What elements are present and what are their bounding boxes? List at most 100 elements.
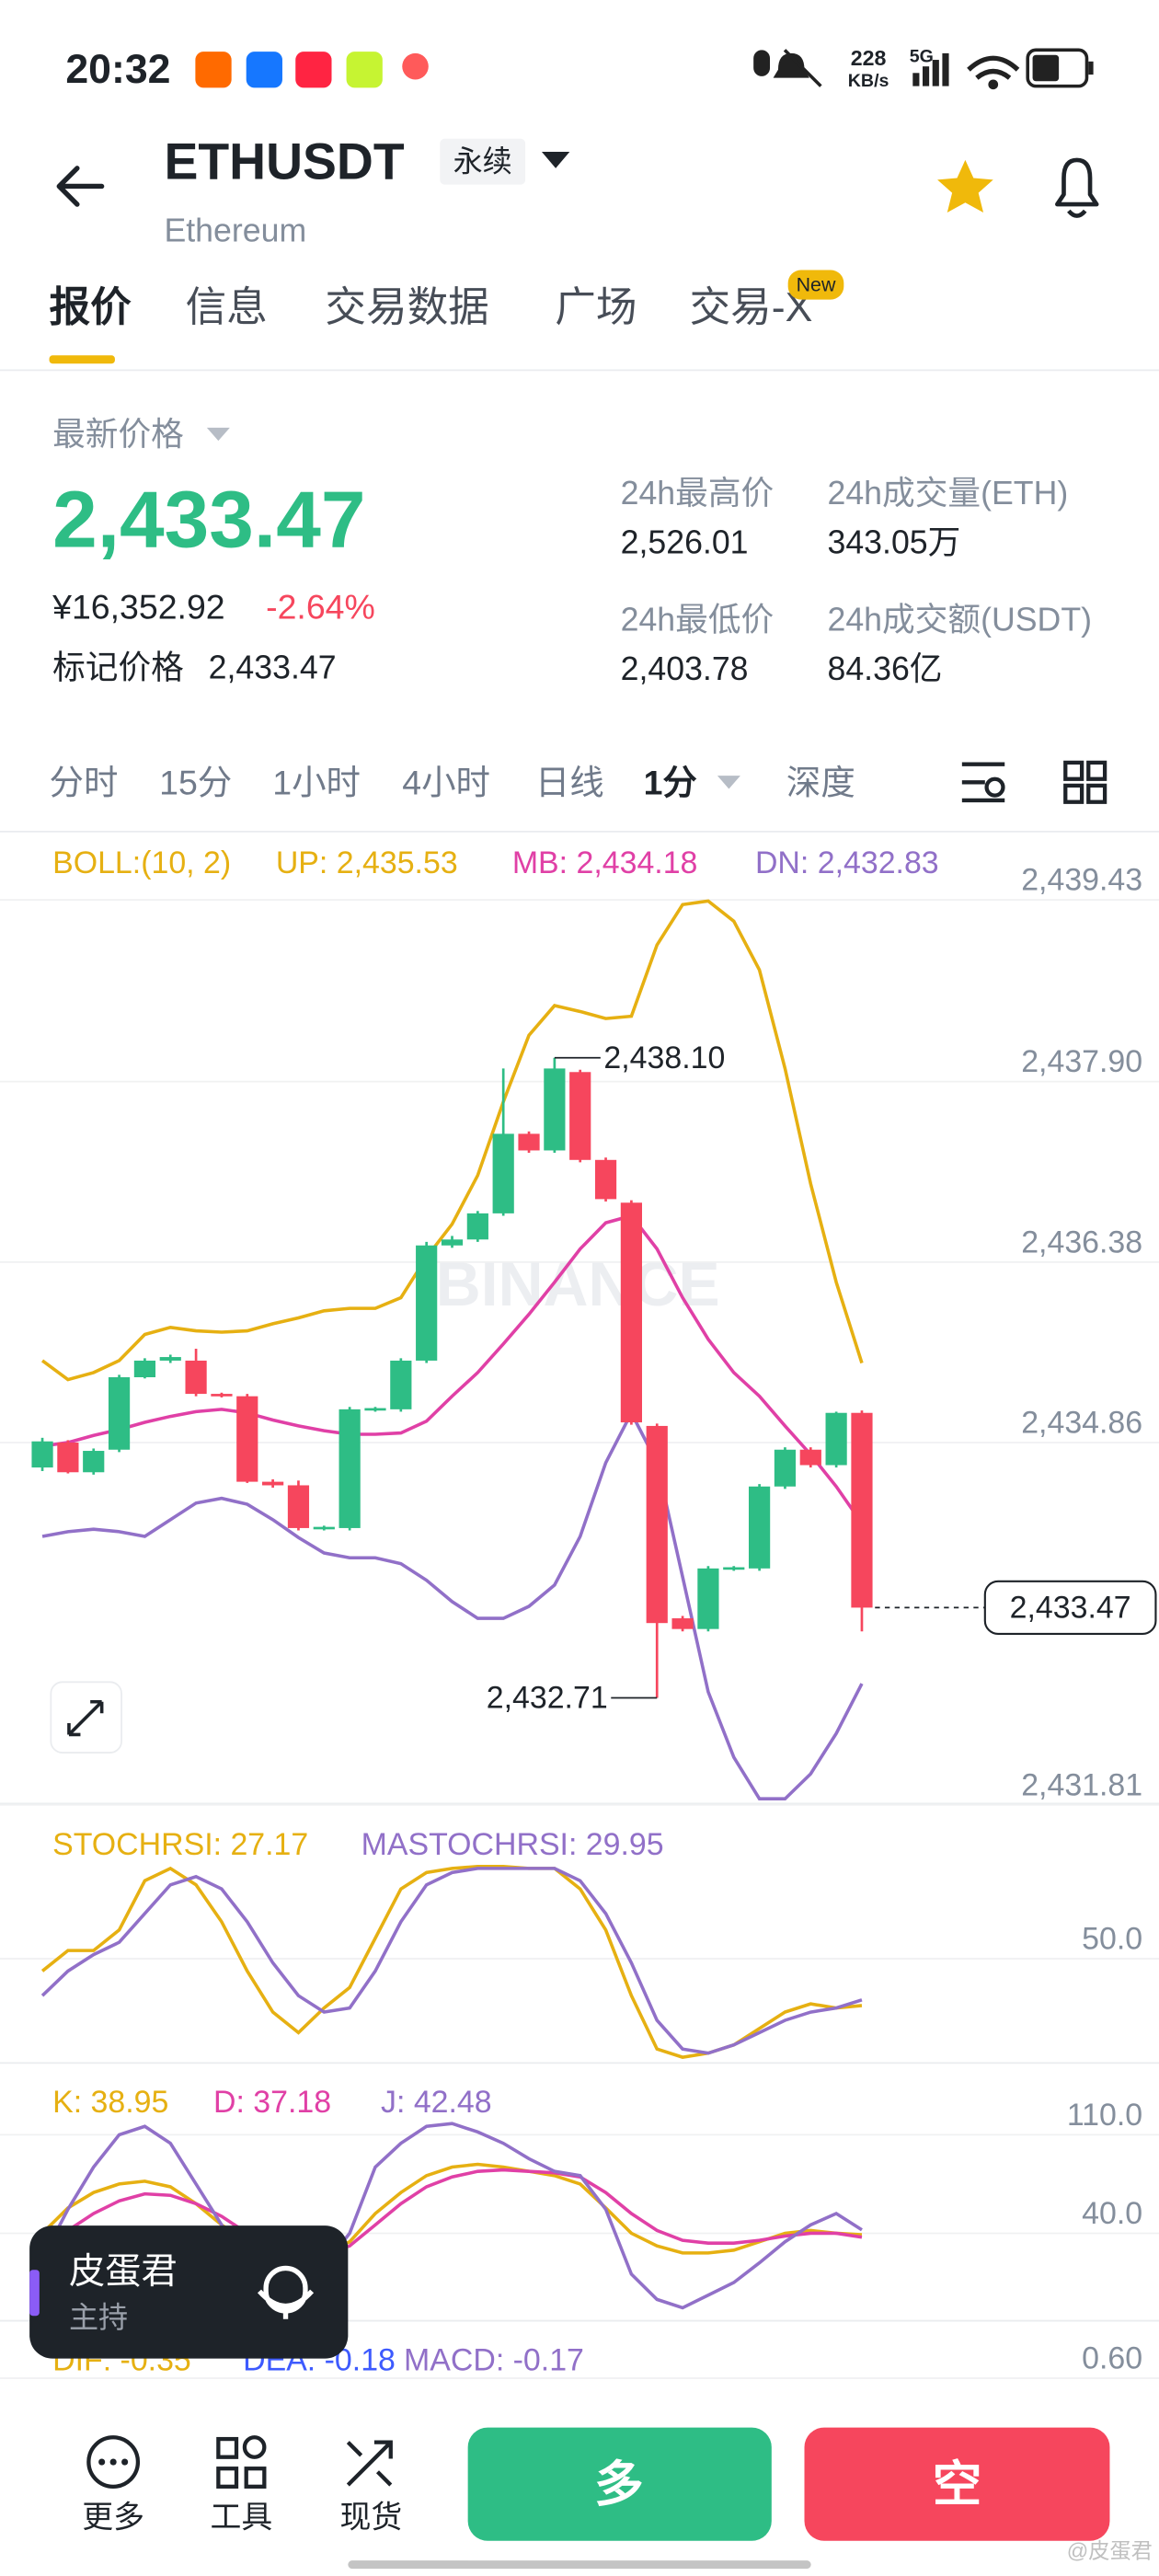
candle-body	[723, 1567, 745, 1570]
last-price-label: 2,433.47	[1010, 1590, 1131, 1625]
candle-body	[339, 1409, 361, 1528]
candle-body	[287, 1485, 310, 1528]
alert-bell[interactable]	[1055, 157, 1099, 218]
y-tick-label: 2,434.86	[1021, 1406, 1142, 1441]
tab[interactable]: 报价	[50, 285, 132, 330]
y-tick-label: 2,431.81	[1021, 1767, 1142, 1802]
candle-body	[133, 1360, 156, 1378]
host-name: 皮蛋君	[69, 2251, 178, 2292]
candle-body	[544, 1068, 566, 1151]
interval[interactable]: 日线	[535, 763, 604, 801]
interval[interactable]: 深度	[786, 763, 855, 801]
symbol-dropdown[interactable]	[541, 151, 570, 168]
candle-body	[262, 1481, 284, 1486]
legend-label: BOLL:(10, 2)	[52, 845, 231, 880]
interval[interactable]: 15分	[159, 763, 232, 801]
indicator-line	[40, 899, 864, 1382]
interval-dropdown[interactable]	[717, 776, 740, 789]
candle-body	[313, 1526, 335, 1530]
charts: 2,439.43 2,437.90 2,436.38 2,434.86 2,431.81…	[0, 845, 1159, 2379]
nav-icon-spot[interactable]	[346, 2440, 393, 2487]
nav-label[interactable]: 现货	[339, 2501, 402, 2536]
stat-label: 24h最低价	[621, 602, 775, 638]
tab[interactable]: 信息	[186, 285, 268, 330]
host-card[interactable]	[29, 2225, 349, 2359]
stat-value: 2,403.78	[621, 650, 749, 687]
long-label[interactable]: 多	[594, 2458, 644, 2513]
cny-price: ¥16,352.92	[52, 587, 225, 626]
stat-value: 343.05万	[827, 524, 960, 561]
candle-body	[441, 1239, 464, 1246]
candle-body	[57, 1442, 79, 1473]
legend-label: MASTOCHRSI: 29.95	[361, 1827, 664, 1862]
nav-label[interactable]: 工具	[210, 2501, 272, 2536]
candle-body	[697, 1568, 719, 1629]
candle-body	[774, 1449, 797, 1487]
indicator-settings[interactable]	[961, 762, 1005, 803]
candle-body	[236, 1396, 258, 1482]
badge-bg	[787, 270, 844, 300]
price-label: 最新价格	[52, 416, 184, 453]
y-tick-label: 110.0	[1067, 2098, 1142, 2133]
candle-body	[416, 1245, 438, 1361]
back-button[interactable]	[56, 166, 105, 207]
status-time: 20:32	[65, 47, 170, 92]
nav-icon-tools[interactable]	[216, 2435, 267, 2489]
candle-body	[671, 1618, 694, 1629]
home-indicator	[348, 2560, 811, 2570]
last-price-box	[983, 1580, 1157, 1636]
status-icons	[753, 48, 1094, 90]
network-type: 5G	[910, 46, 934, 66]
candle-body	[108, 1377, 131, 1450]
tab-badge: New	[797, 274, 836, 296]
interval[interactable]: 1小时	[272, 763, 361, 801]
candle-body	[390, 1360, 412, 1409]
y-tick-label: 2,439.43	[1021, 863, 1142, 898]
indicator-line	[41, 1409, 864, 1801]
short-button[interactable]	[804, 2427, 1110, 2541]
legend-label: MACD: -0.17	[404, 2342, 584, 2377]
indicator-line	[40, 2162, 863, 2260]
candle-body	[492, 1133, 514, 1213]
tab[interactable]: 广场	[555, 285, 637, 330]
candle-body	[569, 1072, 591, 1160]
candle-body	[851, 1412, 873, 1608]
candle-body	[825, 1412, 847, 1466]
symbol-title: ETHUSDT	[164, 133, 404, 190]
y-tick-label: 50.0	[1082, 1922, 1142, 1957]
short-label[interactable]: 空	[933, 2458, 982, 2513]
indicator-line	[41, 1213, 864, 1524]
y-tick-label: 2,437.90	[1021, 1044, 1142, 1079]
y-tick-label: 0.60	[1082, 2341, 1142, 2376]
favorite-star[interactable]	[937, 159, 993, 213]
nav-icon-more[interactable]	[86, 2435, 141, 2489]
candle-body	[211, 1394, 233, 1397]
tab[interactable]: 交易数据	[325, 285, 488, 330]
interval[interactable]: 4小时	[402, 763, 490, 801]
candle-body	[185, 1360, 207, 1395]
candle-body	[31, 1441, 53, 1468]
stat-value: 84.36亿	[827, 650, 942, 687]
symbol-subtitle: Ethereum	[164, 213, 306, 249]
nav-label[interactable]: 更多	[82, 2501, 144, 2536]
legend-label: D: 37.18	[213, 2085, 331, 2120]
mark-price-label: 标记价格	[52, 649, 184, 685]
expand-button[interactable]	[50, 1681, 122, 1754]
long-button[interactable]	[467, 2427, 772, 2541]
candle-body	[159, 1357, 181, 1361]
status-app-icons	[195, 52, 429, 88]
candle-body	[83, 1451, 105, 1473]
interval-selected[interactable]: 1分	[644, 763, 697, 801]
legend-label: UP: 2,435.53	[276, 845, 458, 880]
layout-settings[interactable]	[1063, 760, 1107, 804]
annotation-label: 2,438.10	[603, 1041, 725, 1075]
host-role: 主持	[69, 2301, 128, 2334]
net-speed: 228	[851, 46, 887, 70]
price-dropdown[interactable]	[206, 427, 230, 442]
credit: @皮蛋君	[1067, 2538, 1153, 2562]
candle-body	[749, 1486, 771, 1569]
annotation-label: 2,432.71	[487, 1681, 608, 1716]
interval[interactable]: 分时	[50, 763, 119, 801]
